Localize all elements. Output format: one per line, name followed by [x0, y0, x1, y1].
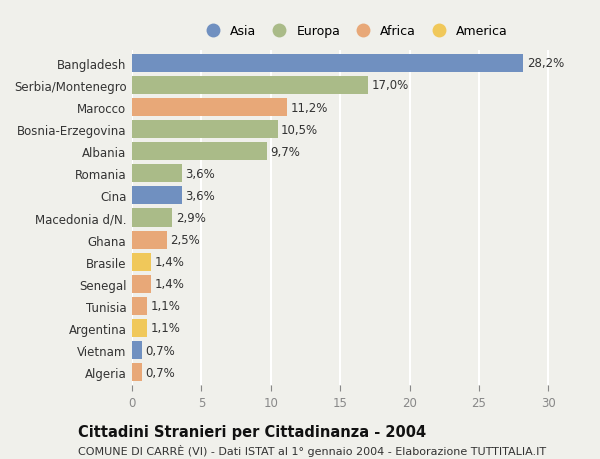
Bar [132, 165, 182, 183]
Bar [132, 55, 523, 73]
Bar [132, 209, 172, 227]
Bar [132, 121, 278, 139]
Text: 17,0%: 17,0% [371, 79, 409, 92]
Text: 3,6%: 3,6% [185, 190, 215, 202]
Text: 2,9%: 2,9% [176, 212, 206, 224]
Text: 1,1%: 1,1% [151, 322, 181, 335]
Bar [132, 297, 147, 315]
Bar [132, 319, 147, 337]
Text: 1,4%: 1,4% [155, 256, 185, 269]
Text: Cittadini Stranieri per Cittadinanza - 2004: Cittadini Stranieri per Cittadinanza - 2… [78, 425, 426, 440]
Text: 10,5%: 10,5% [281, 123, 318, 136]
Text: 1,1%: 1,1% [151, 300, 181, 313]
Bar [132, 143, 266, 161]
Text: 1,4%: 1,4% [155, 278, 185, 291]
Bar [132, 275, 151, 293]
Bar [132, 253, 151, 271]
Text: 3,6%: 3,6% [185, 168, 215, 180]
Text: 2,5%: 2,5% [170, 234, 200, 246]
Text: 9,7%: 9,7% [270, 146, 300, 158]
Legend: Asia, Europa, Africa, America: Asia, Europa, Africa, America [195, 20, 513, 43]
Bar [132, 99, 287, 117]
Bar [132, 363, 142, 381]
Text: 11,2%: 11,2% [291, 101, 328, 114]
Text: COMUNE DI CARRÈ (VI) - Dati ISTAT al 1° gennaio 2004 - Elaborazione TUTTITALIA.I: COMUNE DI CARRÈ (VI) - Dati ISTAT al 1° … [78, 444, 546, 456]
Bar [132, 187, 182, 205]
Bar [132, 231, 167, 249]
Bar [132, 77, 368, 95]
Bar [132, 341, 142, 359]
Text: 0,7%: 0,7% [145, 344, 175, 357]
Text: 0,7%: 0,7% [145, 366, 175, 379]
Text: 28,2%: 28,2% [527, 57, 564, 70]
